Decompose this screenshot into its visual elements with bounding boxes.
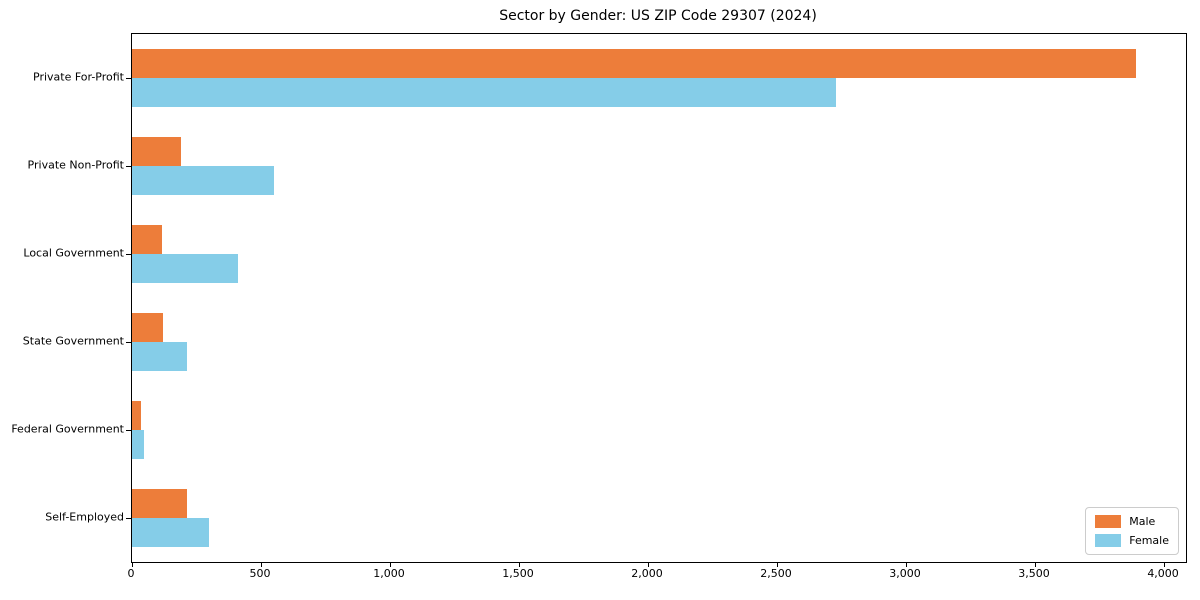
bar-male	[132, 137, 182, 166]
legend-item-female: Female	[1095, 534, 1169, 547]
bar-female	[132, 430, 145, 459]
bar-row-federal-government	[132, 386, 1186, 474]
x-tick-mark	[261, 562, 262, 567]
legend-label-male: Male	[1129, 515, 1156, 528]
x-tick-label: 4,000	[1147, 567, 1179, 580]
x-tick-mark	[519, 562, 521, 567]
bar-row-local-government	[132, 210, 1186, 298]
legend-label-female: Female	[1129, 534, 1169, 547]
y-axis-label: Self-Employed	[45, 510, 124, 524]
y-axis-label: State Government	[22, 334, 124, 348]
x-tick-mark	[390, 562, 392, 567]
x-tick-mark	[1164, 562, 1166, 567]
legend-item-male: Male	[1095, 515, 1169, 528]
y-tick-mark	[126, 78, 132, 79]
x-tick-label: 0	[127, 567, 135, 580]
bar-male	[132, 225, 162, 254]
x-tick-mark	[906, 562, 908, 567]
y-axis-label: Private Non-Profit	[27, 158, 124, 172]
bar-row-private-non-profit	[132, 122, 1186, 210]
y-tick-mark	[126, 342, 132, 343]
bar-row-self-employed	[132, 474, 1186, 562]
chart-title: Sector by Gender: US ZIP Code 29307 (202…	[499, 8, 817, 24]
bar-row-private-for-profit	[132, 34, 1186, 122]
x-tick-mark	[777, 562, 779, 567]
bar-female	[132, 254, 238, 283]
y-tick-mark	[126, 518, 132, 519]
bar-female	[132, 78, 837, 107]
bar-female	[132, 518, 210, 547]
y-axis-label: Local Government	[23, 246, 124, 260]
male-swatch	[1095, 515, 1122, 528]
x-tick-mark	[132, 562, 133, 567]
x-tick-label: 1,500	[502, 567, 534, 580]
x-tick-label: 3,500	[1018, 567, 1050, 580]
x-tick-mark	[1035, 562, 1037, 567]
plot-area: Male Female	[126, 33, 1187, 567]
y-tick-mark	[126, 166, 132, 167]
bar-male	[132, 489, 188, 518]
bar-male	[132, 313, 163, 342]
bar-female	[132, 342, 188, 371]
bar-male	[132, 401, 142, 430]
x-tick-label: 500	[249, 567, 271, 580]
legend: Male Female	[1085, 507, 1179, 555]
x-tick-label: 2,000	[631, 567, 663, 580]
female-swatch	[1095, 534, 1122, 547]
y-tick-mark	[126, 254, 132, 255]
x-tick-label: 1,000	[373, 567, 405, 580]
bar-male	[132, 49, 1136, 78]
y-axis-label: Federal Government	[11, 422, 124, 436]
y-axis-label: Private For-Profit	[33, 70, 124, 84]
bar-female	[132, 166, 274, 195]
bar-rows	[132, 34, 1186, 562]
x-tick-mark	[648, 562, 650, 567]
x-tick-label: 3,000	[889, 567, 921, 580]
bar-row-state-government	[132, 298, 1186, 386]
y-tick-mark	[126, 430, 132, 431]
y-axis-labels: Private For-Profit Private Non-Profit Loca…	[0, 33, 124, 561]
x-tick-label: 2,500	[760, 567, 792, 580]
